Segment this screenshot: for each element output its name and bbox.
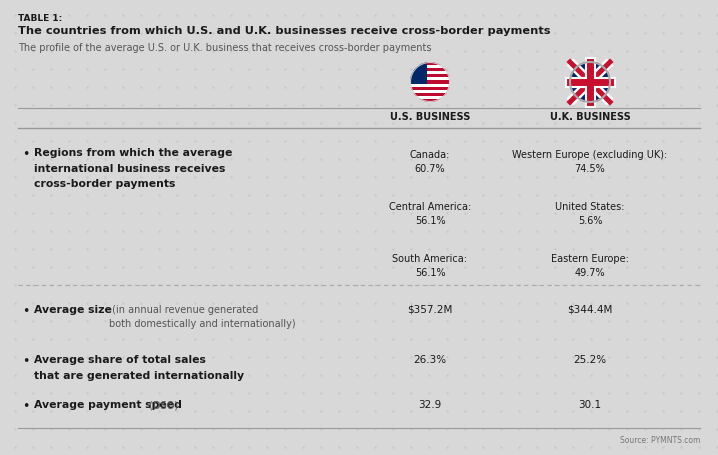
Text: TABLE 1:: TABLE 1: <box>18 14 62 23</box>
Text: $344.4M: $344.4M <box>567 305 612 315</box>
Text: Canada:: Canada: <box>410 150 450 160</box>
FancyBboxPatch shape <box>410 77 450 81</box>
Text: Central America:: Central America: <box>389 202 471 212</box>
FancyBboxPatch shape <box>410 99 450 102</box>
Text: South America:: South America: <box>393 254 467 264</box>
Circle shape <box>570 62 610 102</box>
Text: •: • <box>22 148 29 161</box>
Text: 32.9: 32.9 <box>419 400 442 410</box>
Text: 30.1: 30.1 <box>579 400 602 410</box>
Text: U.S. BUSINESS: U.S. BUSINESS <box>390 112 470 122</box>
FancyBboxPatch shape <box>410 81 450 84</box>
Text: Average payment speed: Average payment speed <box>34 400 182 410</box>
FancyBboxPatch shape <box>410 86 450 90</box>
Text: United States:: United States: <box>555 202 625 212</box>
Text: 25.2%: 25.2% <box>574 355 607 365</box>
Text: 74.5%: 74.5% <box>574 164 605 174</box>
Text: Regions from which the average
international business receives
cross-border paym: Regions from which the average internati… <box>34 148 233 189</box>
Text: 56.1%: 56.1% <box>415 268 445 278</box>
Text: Average size: Average size <box>34 305 112 315</box>
FancyBboxPatch shape <box>410 71 450 74</box>
FancyBboxPatch shape <box>410 62 450 65</box>
Text: Average share of total sales
that are generated internationally: Average share of total sales that are ge… <box>34 355 244 380</box>
Text: The profile of the average U.S. or U.K. business that receives cross-border paym: The profile of the average U.S. or U.K. … <box>18 43 432 53</box>
FancyBboxPatch shape <box>410 96 450 99</box>
Text: Eastern Europe:: Eastern Europe: <box>551 254 629 264</box>
Text: $357.2M: $357.2M <box>407 305 452 315</box>
FancyBboxPatch shape <box>410 68 450 71</box>
Text: •: • <box>22 305 29 318</box>
Text: U.K. BUSINESS: U.K. BUSINESS <box>549 112 630 122</box>
Text: 60.7%: 60.7% <box>415 164 445 174</box>
Text: 5.6%: 5.6% <box>578 216 602 226</box>
FancyBboxPatch shape <box>410 84 450 86</box>
Text: (in annual revenue generated
both domestically and internationally): (in annual revenue generated both domest… <box>109 305 296 329</box>
FancyBboxPatch shape <box>410 90 450 93</box>
Text: 26.3%: 26.3% <box>414 355 447 365</box>
FancyBboxPatch shape <box>410 62 427 84</box>
FancyBboxPatch shape <box>410 74 450 77</box>
Text: The countries from which U.S. and U.K. businesses receive cross-border payments: The countries from which U.S. and U.K. b… <box>18 26 551 36</box>
FancyBboxPatch shape <box>410 65 450 68</box>
Text: •: • <box>22 400 29 413</box>
Text: (DSO): (DSO) <box>146 400 178 410</box>
FancyBboxPatch shape <box>410 93 450 96</box>
Text: •: • <box>22 355 29 368</box>
Text: 49.7%: 49.7% <box>574 268 605 278</box>
Circle shape <box>410 62 450 102</box>
Text: 56.1%: 56.1% <box>415 216 445 226</box>
Text: Source: PYMNTS.com: Source: PYMNTS.com <box>620 436 700 445</box>
Text: Western Europe (excluding UK):: Western Europe (excluding UK): <box>513 150 668 160</box>
